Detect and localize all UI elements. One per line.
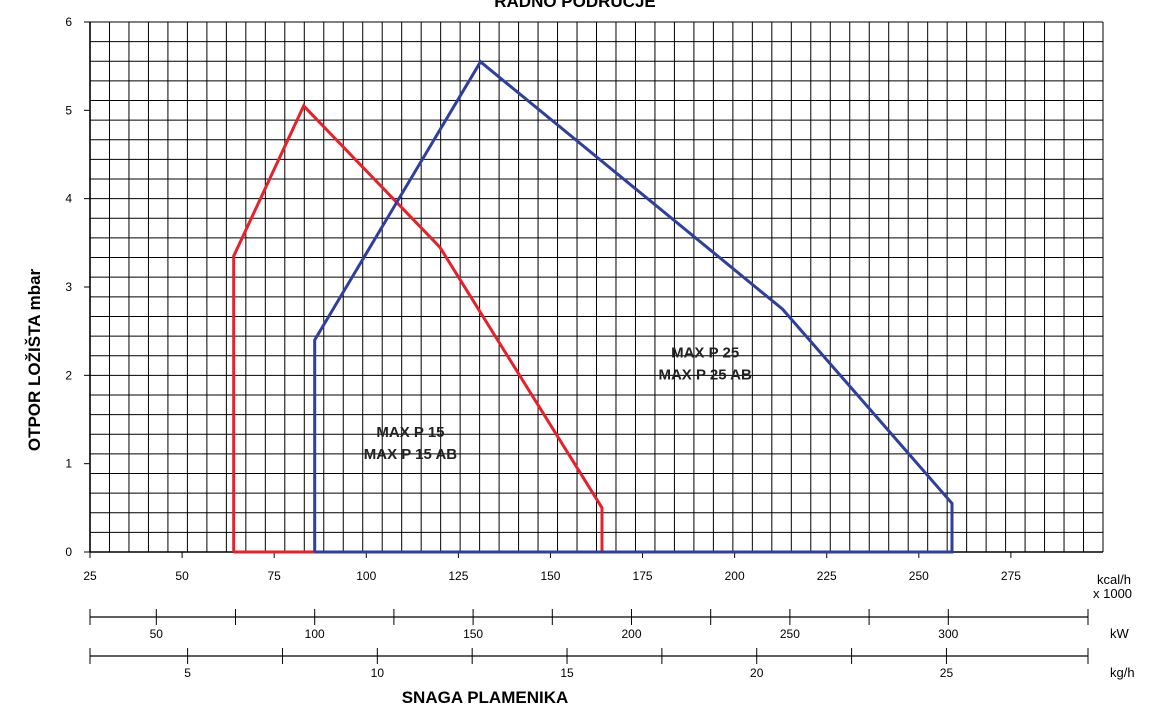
secondary-tick-label: 25 (940, 666, 954, 680)
x-tick-label: 50 (175, 569, 189, 583)
x-tick-label: 75 (268, 569, 282, 583)
x-tick-label: 275 (1001, 569, 1021, 583)
x-tick-label: 125 (448, 569, 468, 583)
series-label-secondary: MAX P 25 AB (658, 367, 752, 384)
series-label: MAX P 15 (376, 424, 444, 441)
series-label-secondary: MAX P 15 AB (364, 446, 458, 463)
x-tick-label: 250 (909, 569, 929, 583)
series-outline (313, 59, 954, 554)
secondary-tick-label: 150 (463, 627, 483, 641)
secondary-axis-unit: kg/h (1110, 665, 1135, 680)
secondary-tick-label: 250 (780, 627, 800, 641)
y-tick-label: 5 (65, 103, 72, 117)
y-axis-ticks: 0 1 2 3 4 5 6 (65, 15, 90, 559)
x-unit-label: kcal/h (1097, 572, 1131, 587)
y-tick-label: 1 (65, 457, 72, 471)
x-tick-label: 150 (540, 569, 560, 583)
x-tick-label: 200 (725, 569, 745, 583)
x-unit-sublabel: x 1000 (1093, 586, 1132, 601)
series-outline (232, 103, 604, 554)
series-label: MAX P 25 (671, 345, 739, 362)
y-tick-label: 4 (65, 192, 72, 206)
kgh-axis: 5 10 15 20 25 kg/h (89, 648, 1135, 680)
series-layer: MAX P 15 MAX P 15 AB MAX P 25 MAX P 25 AB (232, 59, 954, 554)
secondary-tick-label: 5 (184, 666, 191, 680)
grid (89, 21, 1104, 553)
x-axis-title: SNAGA PLAMENIKA (402, 688, 569, 707)
y-tick-label: 3 (65, 280, 72, 294)
y-tick-label: 6 (65, 15, 72, 29)
secondary-tick-label: 10 (371, 666, 385, 680)
y-axis-title: OTPOR LOŽIŠTA mbar (25, 268, 44, 451)
secondary-tick-label: 200 (621, 627, 641, 641)
x-tick-label: 175 (633, 569, 653, 583)
secondary-tick-label: 20 (750, 666, 764, 680)
secondary-tick-label: 100 (305, 627, 325, 641)
x-tick-label: 100 (356, 569, 376, 583)
chart-title: RADNO PODRUČJE (494, 0, 656, 11)
y-tick-label: 2 (65, 368, 72, 382)
x-axis-ticks: 25 50 75 100 125 150 175 200 225 250 275 (83, 552, 1021, 583)
x-tick-label: 25 (83, 569, 97, 583)
secondary-tick-label: 15 (560, 666, 574, 680)
secondary-tick-label: 300 (938, 627, 958, 641)
kw-axis: 50 100 150 200 250 300 kW (89, 609, 1130, 641)
secondary-axis-unit: kW (1110, 626, 1130, 641)
secondary-tick-label: 50 (150, 627, 164, 641)
x-tick-label: 225 (817, 569, 837, 583)
y-tick-label: 0 (65, 545, 72, 559)
